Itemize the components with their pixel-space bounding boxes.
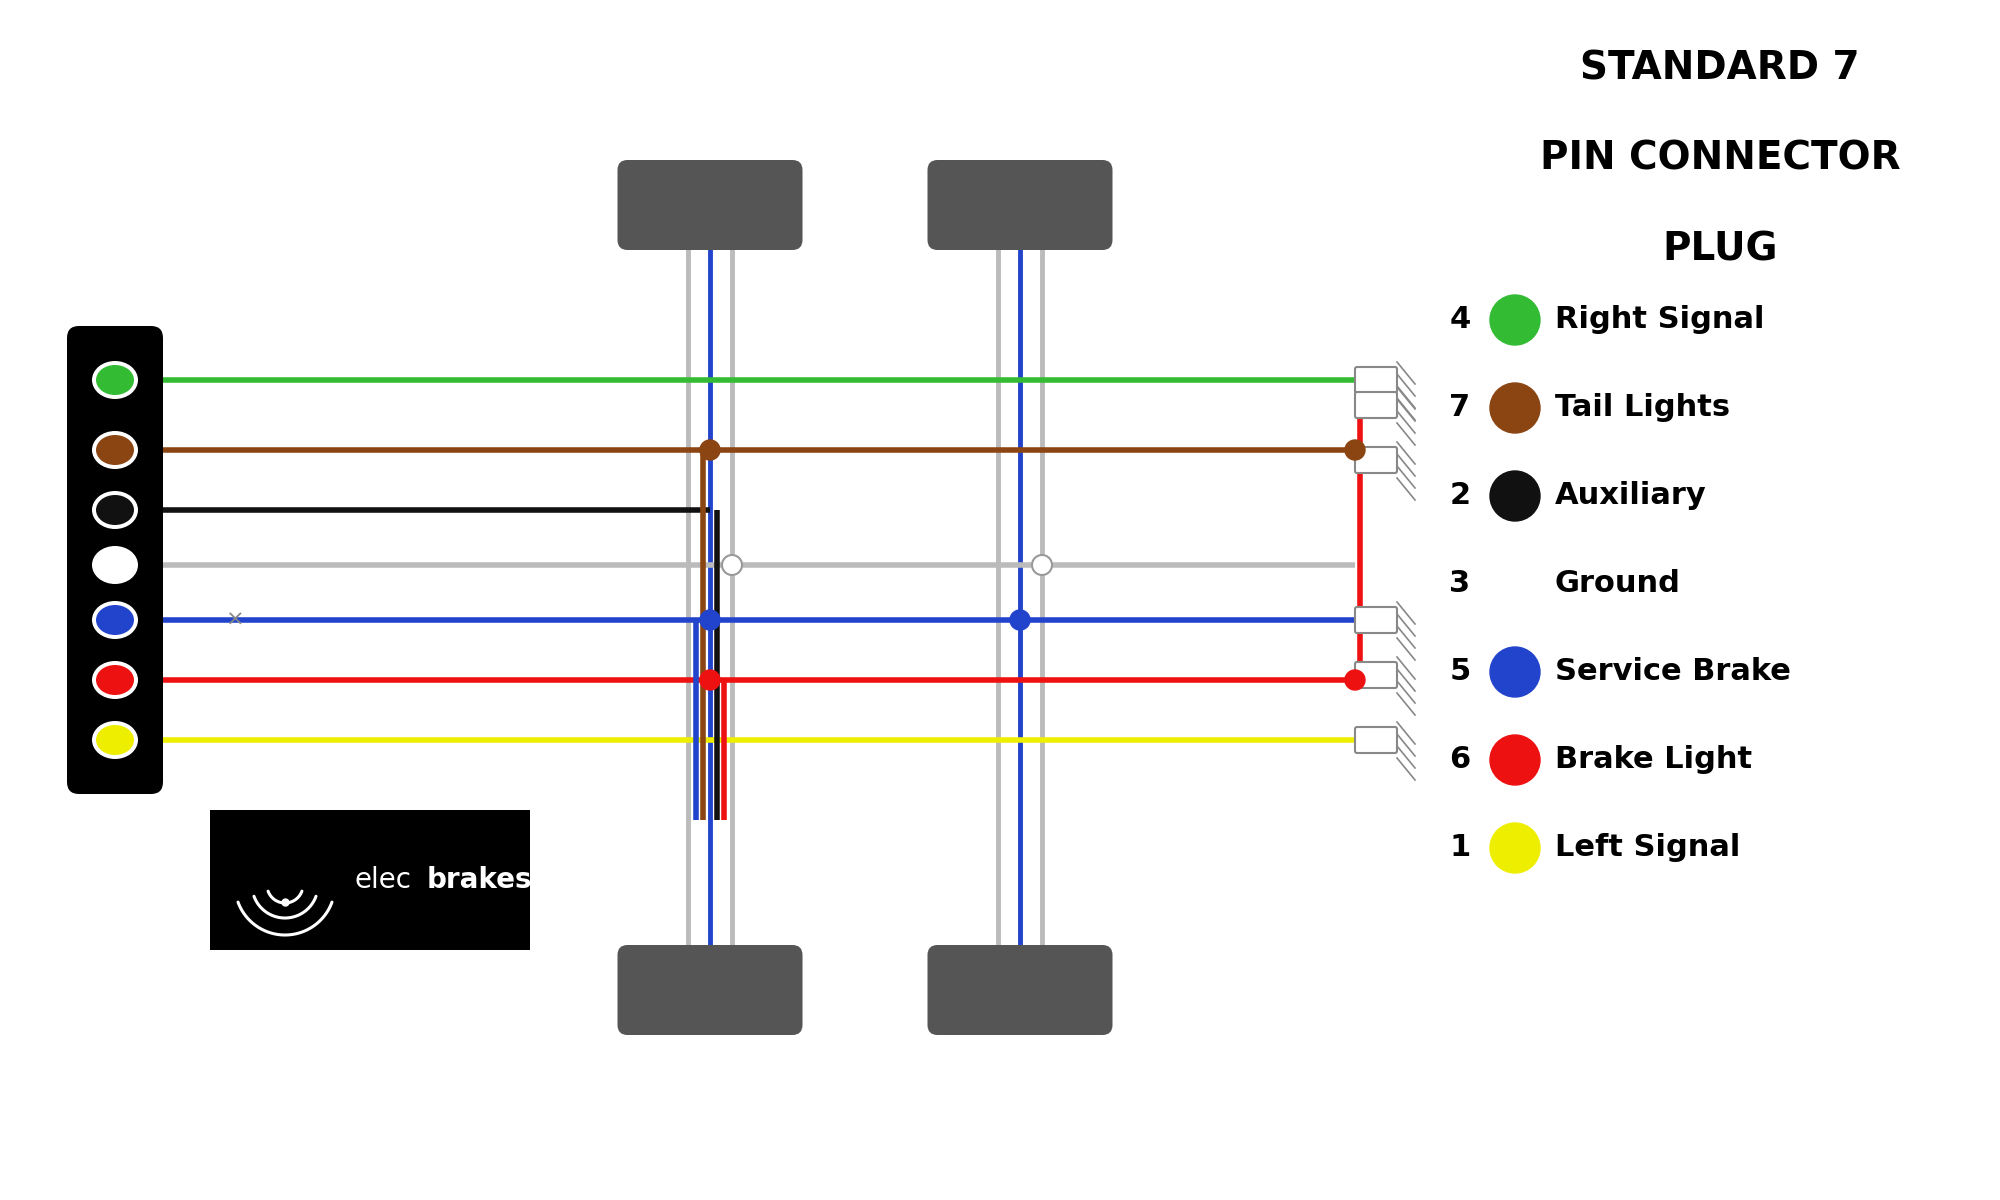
Text: Service Brake: Service Brake [1556,658,1790,686]
FancyBboxPatch shape [1356,392,1396,418]
Text: Right Signal: Right Signal [1556,306,1764,335]
Text: PIN CONNECTOR: PIN CONNECTOR [1540,140,1900,178]
Ellipse shape [96,605,134,635]
Ellipse shape [92,546,138,584]
Ellipse shape [96,434,134,464]
FancyBboxPatch shape [1356,727,1396,754]
Ellipse shape [92,661,138,698]
Text: Brake Light: Brake Light [1556,745,1752,774]
Circle shape [1490,823,1540,872]
Text: PLUG: PLUG [1662,230,1778,268]
Text: Auxiliary: Auxiliary [1556,481,1706,510]
Text: 4: 4 [1450,306,1470,335]
FancyBboxPatch shape [1356,607,1396,634]
FancyBboxPatch shape [68,326,164,794]
Circle shape [722,554,742,575]
Circle shape [1344,670,1364,690]
Ellipse shape [92,721,138,760]
Circle shape [1344,440,1364,460]
Text: 2: 2 [1450,481,1470,510]
Circle shape [1490,295,1540,346]
Circle shape [1010,610,1030,630]
Ellipse shape [96,365,134,395]
Circle shape [700,440,720,460]
Ellipse shape [92,361,138,398]
Ellipse shape [92,431,138,469]
Text: 7: 7 [1450,394,1470,422]
Circle shape [1490,383,1540,433]
Circle shape [700,610,720,630]
Text: Tail Lights: Tail Lights [1556,394,1730,422]
Ellipse shape [92,601,138,638]
Text: 3: 3 [1450,570,1470,599]
FancyBboxPatch shape [618,160,802,250]
FancyBboxPatch shape [210,810,530,950]
Text: Ground: Ground [1556,570,1680,599]
FancyBboxPatch shape [928,160,1112,250]
Text: brakes: brakes [426,866,532,894]
Text: Left Signal: Left Signal [1556,834,1740,863]
Ellipse shape [96,725,134,755]
Text: elec: elec [356,866,412,894]
FancyBboxPatch shape [928,946,1112,1034]
Ellipse shape [96,665,134,695]
Ellipse shape [96,550,134,580]
Circle shape [1032,554,1052,575]
FancyBboxPatch shape [1356,367,1396,392]
Circle shape [1490,470,1540,521]
FancyBboxPatch shape [1356,446,1396,473]
Text: ×: × [226,610,244,630]
Text: 5: 5 [1450,658,1470,686]
FancyBboxPatch shape [618,946,802,1034]
Circle shape [700,670,720,690]
Text: STANDARD 7: STANDARD 7 [1580,50,1860,88]
Ellipse shape [96,494,134,526]
Ellipse shape [92,491,138,529]
Text: 6: 6 [1450,745,1470,774]
Circle shape [1490,647,1540,697]
Circle shape [1490,734,1540,785]
Text: 1: 1 [1450,834,1470,863]
FancyBboxPatch shape [1356,662,1396,688]
